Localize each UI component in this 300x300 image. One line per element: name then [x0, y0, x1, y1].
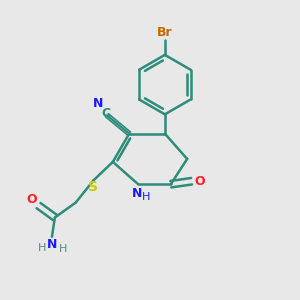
Text: S: S — [88, 180, 98, 194]
Text: N: N — [93, 98, 103, 110]
Text: N: N — [131, 187, 142, 200]
Text: H: H — [142, 192, 151, 202]
Text: H: H — [59, 244, 68, 254]
Text: N: N — [47, 238, 58, 251]
Text: C: C — [102, 106, 111, 120]
Text: Br: Br — [157, 26, 173, 39]
Text: H: H — [38, 243, 46, 253]
Text: O: O — [195, 175, 205, 188]
Text: O: O — [27, 193, 37, 206]
